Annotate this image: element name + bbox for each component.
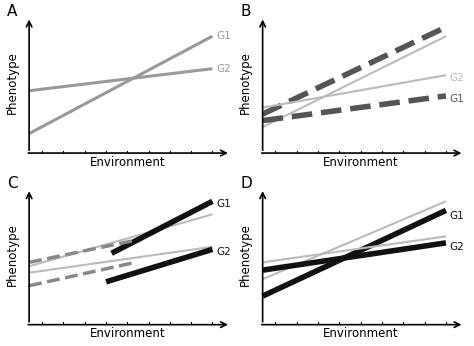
Text: C: C <box>7 176 18 191</box>
X-axis label: Environment: Environment <box>90 156 165 169</box>
Text: B: B <box>241 4 251 19</box>
Text: G2: G2 <box>216 64 231 74</box>
X-axis label: Environment: Environment <box>323 156 399 169</box>
Text: G1: G1 <box>216 31 231 41</box>
Text: G1: G1 <box>450 93 465 103</box>
Text: G2: G2 <box>450 242 465 252</box>
Text: A: A <box>7 4 18 19</box>
Text: G1: G1 <box>216 199 231 209</box>
Text: G1: G1 <box>450 211 465 221</box>
Text: G2: G2 <box>216 247 231 257</box>
X-axis label: Environment: Environment <box>323 327 399 340</box>
Y-axis label: Phenotype: Phenotype <box>239 52 252 115</box>
X-axis label: Environment: Environment <box>90 327 165 340</box>
Text: D: D <box>241 176 252 191</box>
Y-axis label: Phenotype: Phenotype <box>6 223 18 286</box>
Y-axis label: Phenotype: Phenotype <box>239 223 252 286</box>
Y-axis label: Phenotype: Phenotype <box>6 52 18 115</box>
Text: G2: G2 <box>450 73 465 83</box>
